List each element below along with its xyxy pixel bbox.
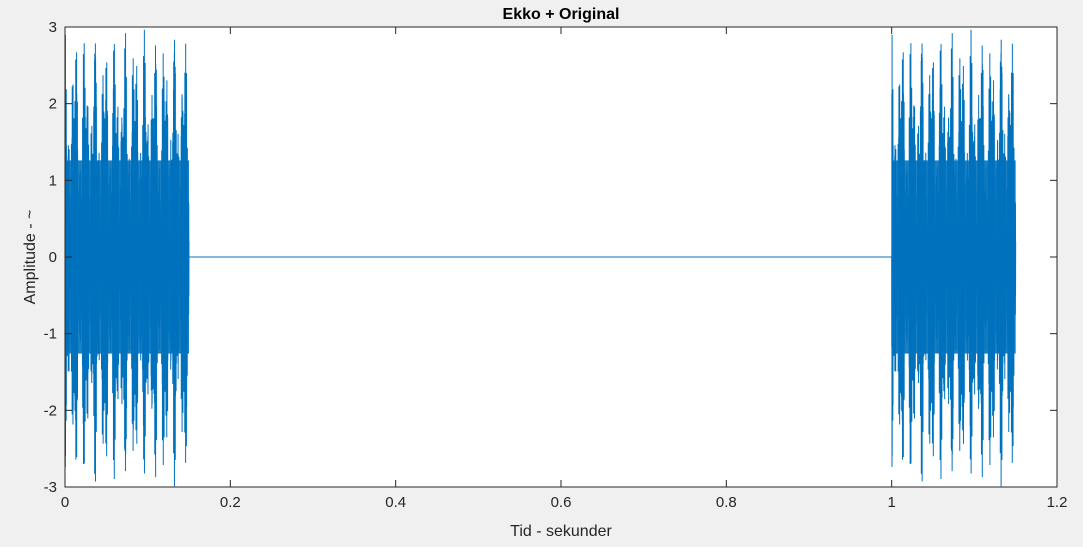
x-tick-label: 1.2 xyxy=(1047,494,1068,511)
y-tick-label: 1 xyxy=(49,172,57,189)
ticks-layer: 0 0.2 0.4 0.6 0.8 1 1.2 -3 -2 -1 0 1 2 3 xyxy=(44,19,1068,511)
y-axis-title: Amplitude - ~ xyxy=(22,210,39,305)
x-tick-label: 0.4 xyxy=(385,494,406,511)
y-tick-label: -3 xyxy=(44,479,57,496)
signal-line xyxy=(64,29,1017,487)
x-tick-label: 0 xyxy=(61,494,69,511)
x-tick-label: 1 xyxy=(887,494,895,511)
chart-title: Ekko + Original xyxy=(503,6,620,23)
x-tick-label: 0.6 xyxy=(551,494,572,511)
y-tick-label: 0 xyxy=(49,249,57,266)
x-tick-label: 0.8 xyxy=(716,494,737,511)
series-layer xyxy=(64,29,1017,487)
x-axis-title: Tid - sekunder xyxy=(510,523,612,540)
y-tick-label: 3 xyxy=(49,19,57,36)
x-tick-label: 0.2 xyxy=(220,494,241,511)
y-tick-label: -1 xyxy=(44,326,57,343)
y-tick-label: 2 xyxy=(49,96,57,113)
y-tick-label: -2 xyxy=(44,402,57,419)
